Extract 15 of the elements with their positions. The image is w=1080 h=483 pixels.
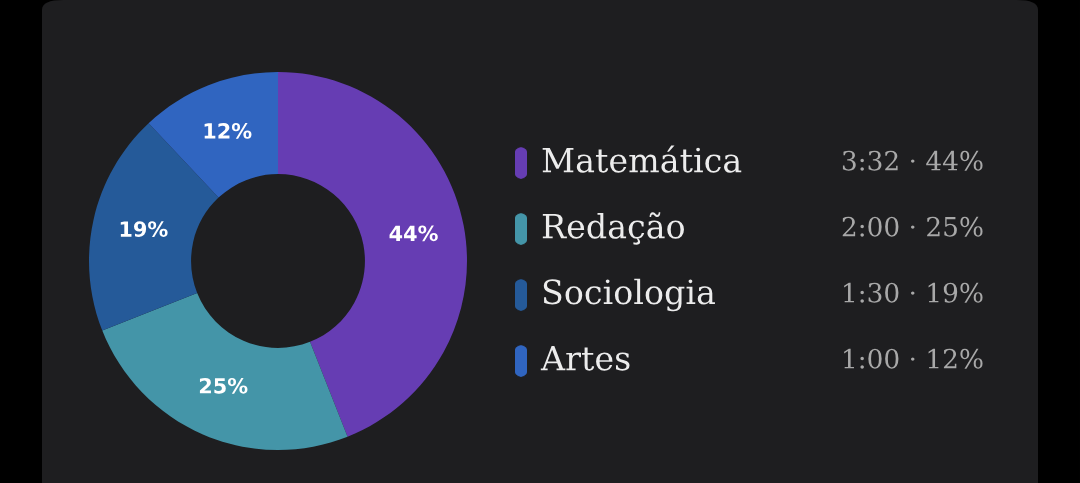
- legend-label: Sociologia: [543, 278, 715, 312]
- data-label: 19%: [120, 221, 168, 237]
- data-label: 12%: [204, 123, 252, 139]
- donut-slice: [148, 72, 278, 198]
- data-label: 44%: [389, 225, 438, 242]
- text: 2:00 · 25%: [842, 216, 983, 237]
- text: 3:32 · 44%: [842, 150, 983, 171]
- data-label: 25%: [199, 377, 248, 394]
- donut-slice: [102, 293, 348, 450]
- legend-label: Matemática: [542, 145, 742, 173]
- legend-label: Artes: [540, 345, 630, 371]
- text: 1:00 · 12%: [844, 348, 983, 369]
- text: 1:30 · 19%: [844, 282, 983, 303]
- legend-label: Redação: [542, 212, 684, 245]
- donut-slice: [278, 72, 467, 437]
